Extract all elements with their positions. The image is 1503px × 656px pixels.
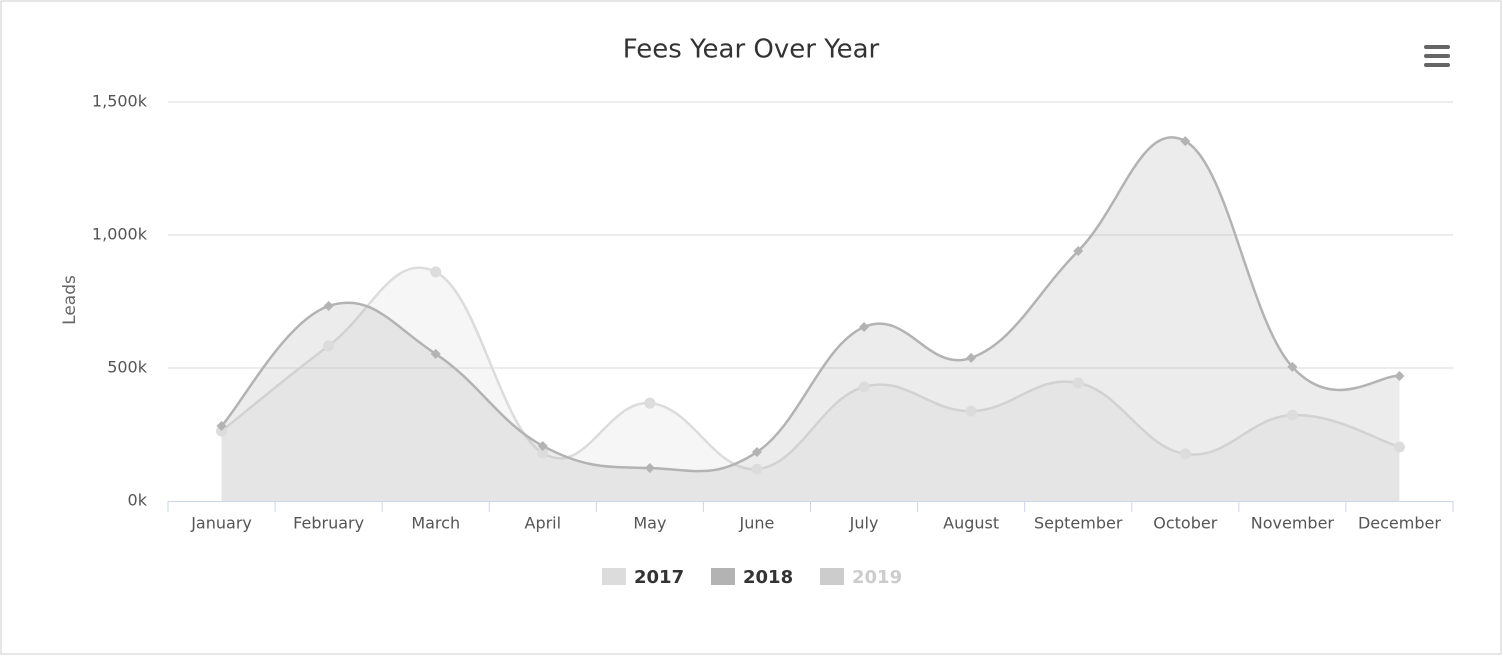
menu-button[interactable] [1424, 45, 1450, 67]
y-tick-label: 1,000k [92, 225, 148, 244]
point-marker [430, 348, 441, 359]
point-marker [1179, 448, 1191, 460]
point-marker [1073, 245, 1084, 256]
point-marker [537, 447, 549, 459]
point-marker [430, 266, 442, 278]
legend-symbol [820, 568, 844, 585]
y-axis-title: Leads [60, 275, 80, 325]
legend-symbol [711, 568, 735, 585]
x-tick-label: March [411, 514, 460, 533]
series-area [221, 137, 1400, 501]
x-tick-label: October [1153, 514, 1217, 533]
point-marker [644, 463, 655, 474]
legend-item[interactable]: 2018 [711, 567, 793, 588]
point-marker [859, 322, 870, 333]
legend-label: 2019 [852, 567, 902, 588]
menu-bar [1424, 54, 1450, 58]
point-marker [858, 381, 870, 393]
x-tick-label: February [293, 514, 364, 533]
point-marker [1394, 370, 1405, 381]
x-tick-label: April [525, 514, 562, 533]
series-area [221, 267, 1400, 501]
x-tick-label: December [1358, 514, 1441, 533]
point-marker [1072, 377, 1084, 389]
point-marker [1286, 409, 1298, 421]
point-marker [323, 340, 335, 352]
point-marker [216, 420, 227, 431]
point-marker [1393, 441, 1405, 453]
x-tick-label: July [849, 514, 879, 533]
chart-title: Fees Year Over Year [623, 35, 880, 65]
menu-bar [1424, 45, 1450, 49]
point-marker [1287, 361, 1298, 372]
point-marker [323, 301, 334, 312]
menu-bar [1424, 63, 1450, 67]
y-tick-label: 1,500k [92, 92, 148, 111]
point-marker [644, 397, 656, 409]
legend-item[interactable]: 2019 [820, 567, 902, 588]
x-tick-label: January [190, 514, 252, 533]
point-marker [751, 463, 763, 475]
x-tick-label: August [943, 514, 999, 533]
legend-item[interactable]: 2017 [602, 567, 684, 588]
point-marker [216, 425, 228, 437]
legend-symbol [602, 568, 626, 585]
x-tick-label: November [1251, 514, 1335, 533]
point-marker [965, 405, 977, 417]
point-marker [1180, 136, 1191, 147]
y-tick-label: 500k [107, 358, 148, 377]
x-tick-label: September [1034, 514, 1123, 533]
series-line [220, 136, 1400, 473]
legend-label: 2018 [743, 567, 793, 588]
point-marker [537, 440, 548, 451]
x-tick-label: May [633, 514, 666, 533]
legend-label: 2017 [634, 567, 684, 588]
point-marker [966, 352, 977, 363]
point-marker [751, 447, 762, 458]
x-tick-label: June [739, 514, 775, 533]
y-tick-label: 0k [128, 491, 148, 510]
